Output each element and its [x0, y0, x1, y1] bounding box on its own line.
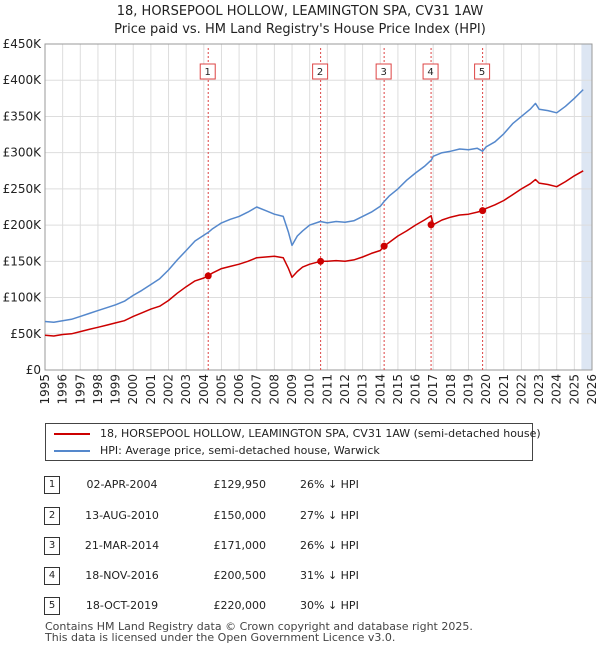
table-row: 3 21-MAR-2014 £171,000 26% ↓ HPI	[0, 537, 600, 557]
chart-title: 18, HORSEPOOL HOLLOW, LEAMINGTON SPA, CV…	[116, 4, 484, 19]
sale-date: 02-APR-2004	[86, 478, 158, 491]
plot-border	[44, 43, 593, 371]
sale-number-badge: 4	[44, 567, 60, 585]
legend-label-property: 18, HORSEPOOL HOLLOW, LEAMINGTON SPA, CV…	[100, 427, 541, 440]
chart-subtitle: Price paid vs. HM Land Registry's House …	[114, 22, 486, 37]
sale-hpi-diff: 26% ↓ HPI	[300, 478, 359, 491]
plot-area	[45, 44, 592, 370]
y-tick-label: £50K	[10, 327, 42, 341]
sale-hpi-diff: 30% ↓ HPI	[300, 599, 359, 612]
sale-number-label: 5	[479, 67, 485, 78]
sale-price: £220,000	[213, 599, 267, 612]
sale-number-label: 4	[427, 67, 433, 78]
sale-price: £200,500	[213, 569, 267, 582]
sale-number-box	[422, 63, 439, 80]
x-tick-label: 1996	[56, 374, 70, 405]
sale-number-box	[199, 63, 216, 80]
x-tick-label: 2003	[179, 374, 193, 405]
footer-license: This data is licensed under the Open Gov…	[45, 631, 396, 644]
y-tick-label: £250K	[3, 182, 43, 196]
footer-copyright: Contains HM Land Registry data © Crown c…	[45, 620, 473, 633]
x-tick-label: 2000	[126, 374, 140, 405]
y-tick-label: £450K	[3, 37, 43, 51]
sale-number-box	[474, 63, 491, 80]
x-tick-label: 2004	[197, 374, 211, 405]
sale-hpi-diff: 26% ↓ HPI	[300, 539, 359, 552]
sale-number-badge: 5	[44, 597, 60, 615]
sale-date: 21-MAR-2014	[84, 539, 160, 552]
x-tick-label: 1998	[91, 374, 105, 405]
sale-number-badge: 1	[44, 476, 60, 494]
sale-point	[380, 242, 388, 250]
sale-number-label: 3	[380, 67, 386, 78]
x-tick-label: 2009	[285, 374, 299, 405]
y-tick-label: £200K	[3, 218, 43, 232]
hpi-line	[44, 89, 584, 323]
x-tick-label: 2017	[426, 374, 440, 405]
legend-label-hpi: HPI: Average price, semi-detached house,…	[100, 444, 380, 457]
sale-hpi-diff: 27% ↓ HPI	[300, 509, 359, 522]
sale-number-box	[312, 63, 329, 80]
table-row: 2 13-AUG-2010 £150,000 27% ↓ HPI	[0, 507, 600, 527]
table-row: 4 18-NOV-2016 £200,500 31% ↓ HPI	[0, 567, 600, 587]
y-tick-label: £400K	[3, 73, 43, 87]
x-tick-label: 2011	[320, 374, 334, 405]
sale-number-label: 1	[205, 67, 211, 78]
sale-number-box	[375, 63, 392, 80]
sale-point	[204, 272, 212, 280]
x-tick-label: 2012	[338, 374, 352, 405]
x-tick-label: 2023	[532, 374, 546, 405]
sale-date: 18-NOV-2016	[85, 569, 159, 582]
x-tick-label: 2025	[567, 374, 581, 405]
x-tick-label: 2018	[444, 374, 458, 405]
chart-legend: 18, HORSEPOOL HOLLOW, LEAMINGTON SPA, CV…	[45, 423, 541, 461]
x-tick-label: 2006	[232, 374, 246, 405]
sale-point	[479, 207, 487, 215]
x-tick-label: 2005	[214, 374, 228, 405]
x-tick-label: 2001	[144, 374, 158, 405]
x-tick-label: 2021	[497, 374, 511, 405]
sale-point	[427, 221, 435, 229]
sale-price: £129,950	[213, 478, 267, 491]
x-tick-label: 2008	[267, 374, 281, 405]
y-tick-label: £100K	[3, 291, 43, 305]
table-row: 1 02-APR-2004 £129,950 26% ↓ HPI	[0, 476, 600, 496]
x-tick-label: 2007	[250, 374, 264, 405]
price-chart: £0 £50K £100K £150K £200K £250K £300K £350K £400…	[3, 37, 599, 405]
y-tick-label: £0	[26, 363, 41, 377]
sale-date: 13-AUG-2010	[85, 509, 159, 522]
forecast-shade	[581, 44, 592, 370]
x-tick-label: 1999	[109, 374, 123, 405]
legend-swatch-property	[54, 433, 90, 435]
x-tick-label: 2024	[550, 374, 564, 405]
y-tick-label: £150K	[3, 254, 43, 268]
sale-number-badge: 2	[44, 507, 60, 525]
y-tick-label: £350K	[3, 109, 43, 123]
sale-hpi-diff: 31% ↓ HPI	[300, 569, 359, 582]
x-tick-label: 2010	[303, 374, 317, 405]
x-tick-label: 2002	[162, 374, 176, 405]
sale-number-badge: 3	[44, 537, 60, 555]
sale-number-label: 2	[317, 67, 323, 78]
x-tick-label: 2015	[391, 374, 405, 405]
x-tick-label: 2016	[409, 374, 423, 405]
y-tick-label: £300K	[3, 146, 43, 160]
sale-date: 18-OCT-2019	[85, 599, 159, 612]
table-row: 5 18-OCT-2019 £220,000 30% ↓ HPI	[0, 597, 600, 617]
legend-swatch-hpi	[54, 450, 90, 452]
x-tick-label: 2022	[514, 374, 528, 405]
x-tick-label: 1997	[73, 374, 87, 405]
x-tick-label: 2020	[479, 374, 493, 405]
x-tick-label: 2014	[373, 374, 387, 405]
x-tick-label: 2026	[585, 374, 599, 405]
x-tick-label: 1995	[38, 374, 52, 405]
sale-point	[317, 257, 325, 265]
x-tick-label: 2019	[461, 374, 475, 405]
sale-price: £171,000	[213, 539, 267, 552]
x-tick-label: 2013	[356, 374, 370, 405]
sale-price: £150,000	[213, 509, 267, 522]
